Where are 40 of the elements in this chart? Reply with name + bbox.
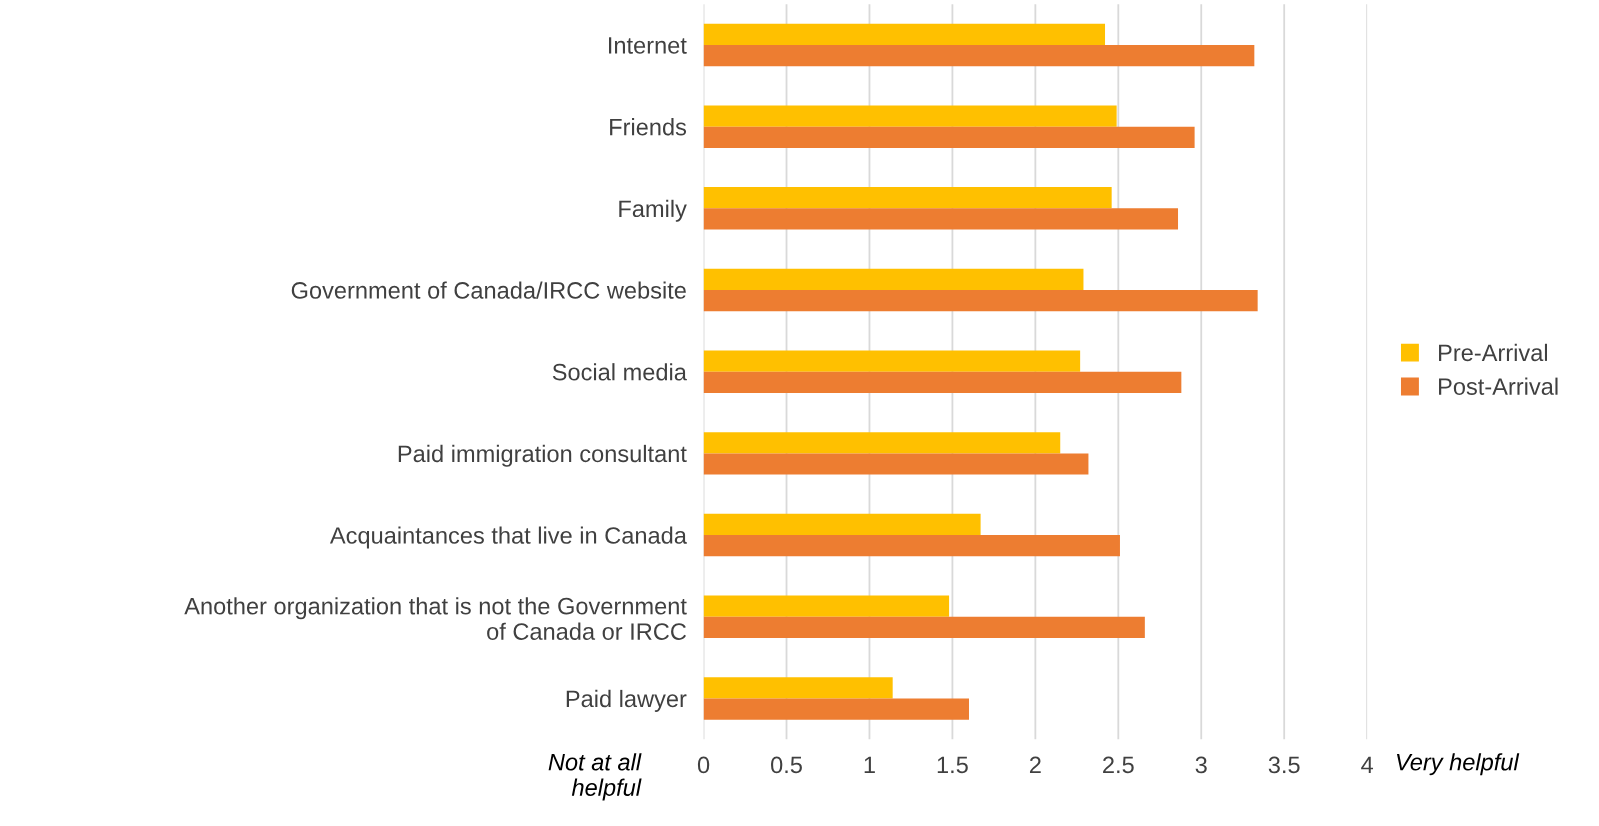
text: Very helpful (1396, 753, 1520, 776)
y-tick-label: Internet (609, 37, 687, 54)
y-tick-label: Paid lawyer (566, 689, 687, 712)
bar (703, 44, 1255, 67)
bar (703, 677, 893, 699)
bar (703, 535, 1120, 557)
x-tick-label: 2.5 (1103, 756, 1134, 774)
bar (703, 23, 1106, 45)
x-tick-label: 3 (1195, 756, 1207, 774)
y-tick-label: Paid immigration consultant (398, 444, 687, 467)
text: Not at all helpful (548, 753, 642, 801)
bar (703, 290, 1258, 312)
y-tick-label: Family (619, 199, 687, 222)
y-tick-label: Friends (610, 118, 687, 136)
x-tick-label: 4 (1361, 756, 1374, 774)
x-tick-label: 3.5 (1268, 756, 1300, 774)
bar (703, 208, 1179, 230)
bar (703, 595, 950, 617)
legend-label: Post-Arrival (1439, 377, 1558, 395)
bar (703, 350, 1081, 372)
bar (703, 453, 1089, 475)
legend-label: Pre-Arrival (1439, 343, 1548, 362)
y-tick-label: Acquaintances that live in Canada (329, 526, 687, 549)
x-tick-label: 1.5 (937, 756, 968, 774)
bar (703, 187, 1112, 209)
bar (703, 268, 1084, 291)
bar (703, 432, 1061, 454)
y-tick-label: Social media (552, 363, 687, 381)
bar (703, 616, 1145, 638)
x-tick-label: 0 (697, 756, 710, 774)
y-tick-label: Another organization that is not the Government of Canada or IRCC (184, 597, 687, 640)
bar (703, 126, 1195, 148)
x-tick-label: 0.5 (771, 756, 802, 774)
bar (703, 513, 981, 536)
y-tick-label: Government of Canada/IRCC website (291, 281, 686, 299)
bar (703, 698, 969, 720)
bar (703, 371, 1182, 393)
bar (703, 105, 1117, 127)
x-tick-label: 1 (864, 756, 875, 774)
x-tick-label: 2 (1029, 756, 1041, 774)
